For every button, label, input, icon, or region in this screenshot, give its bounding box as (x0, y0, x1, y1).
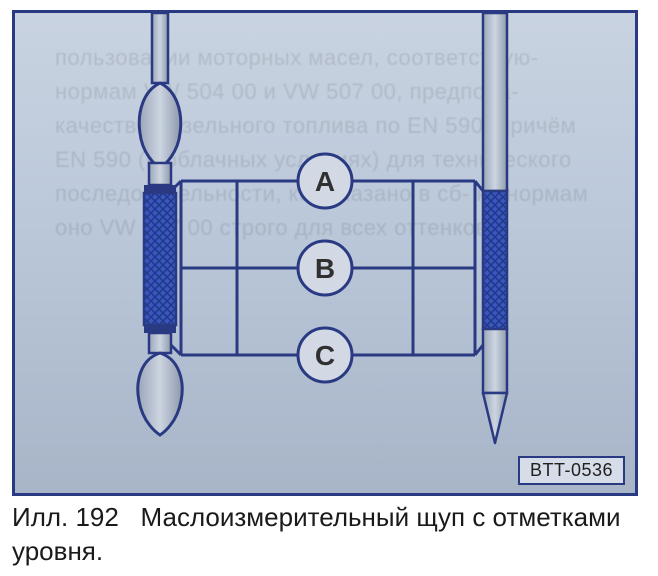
marker-a-label: A (315, 166, 335, 197)
right-dipstick (483, 13, 507, 443)
marker-circles: A B C (298, 154, 352, 382)
marker-c: C (298, 328, 352, 382)
marker-b-label: B (315, 253, 335, 284)
figure-ref-code: BTT-0536 (518, 456, 625, 485)
left-dipstick (138, 13, 182, 435)
marker-a: A (298, 154, 352, 208)
marker-b: B (298, 241, 352, 295)
marker-c-label: C (315, 340, 335, 371)
figure-frame: пользовании моторных масел, соответствую… (12, 10, 638, 496)
figure-caption: Илл. 192 Маслоизмерительный щуп с отметк… (12, 500, 632, 568)
dipstick-diagram: A B C (15, 13, 635, 493)
caption-prefix: Илл. 192 (12, 502, 119, 532)
page: пользовании моторных масел, соответствую… (0, 0, 658, 576)
